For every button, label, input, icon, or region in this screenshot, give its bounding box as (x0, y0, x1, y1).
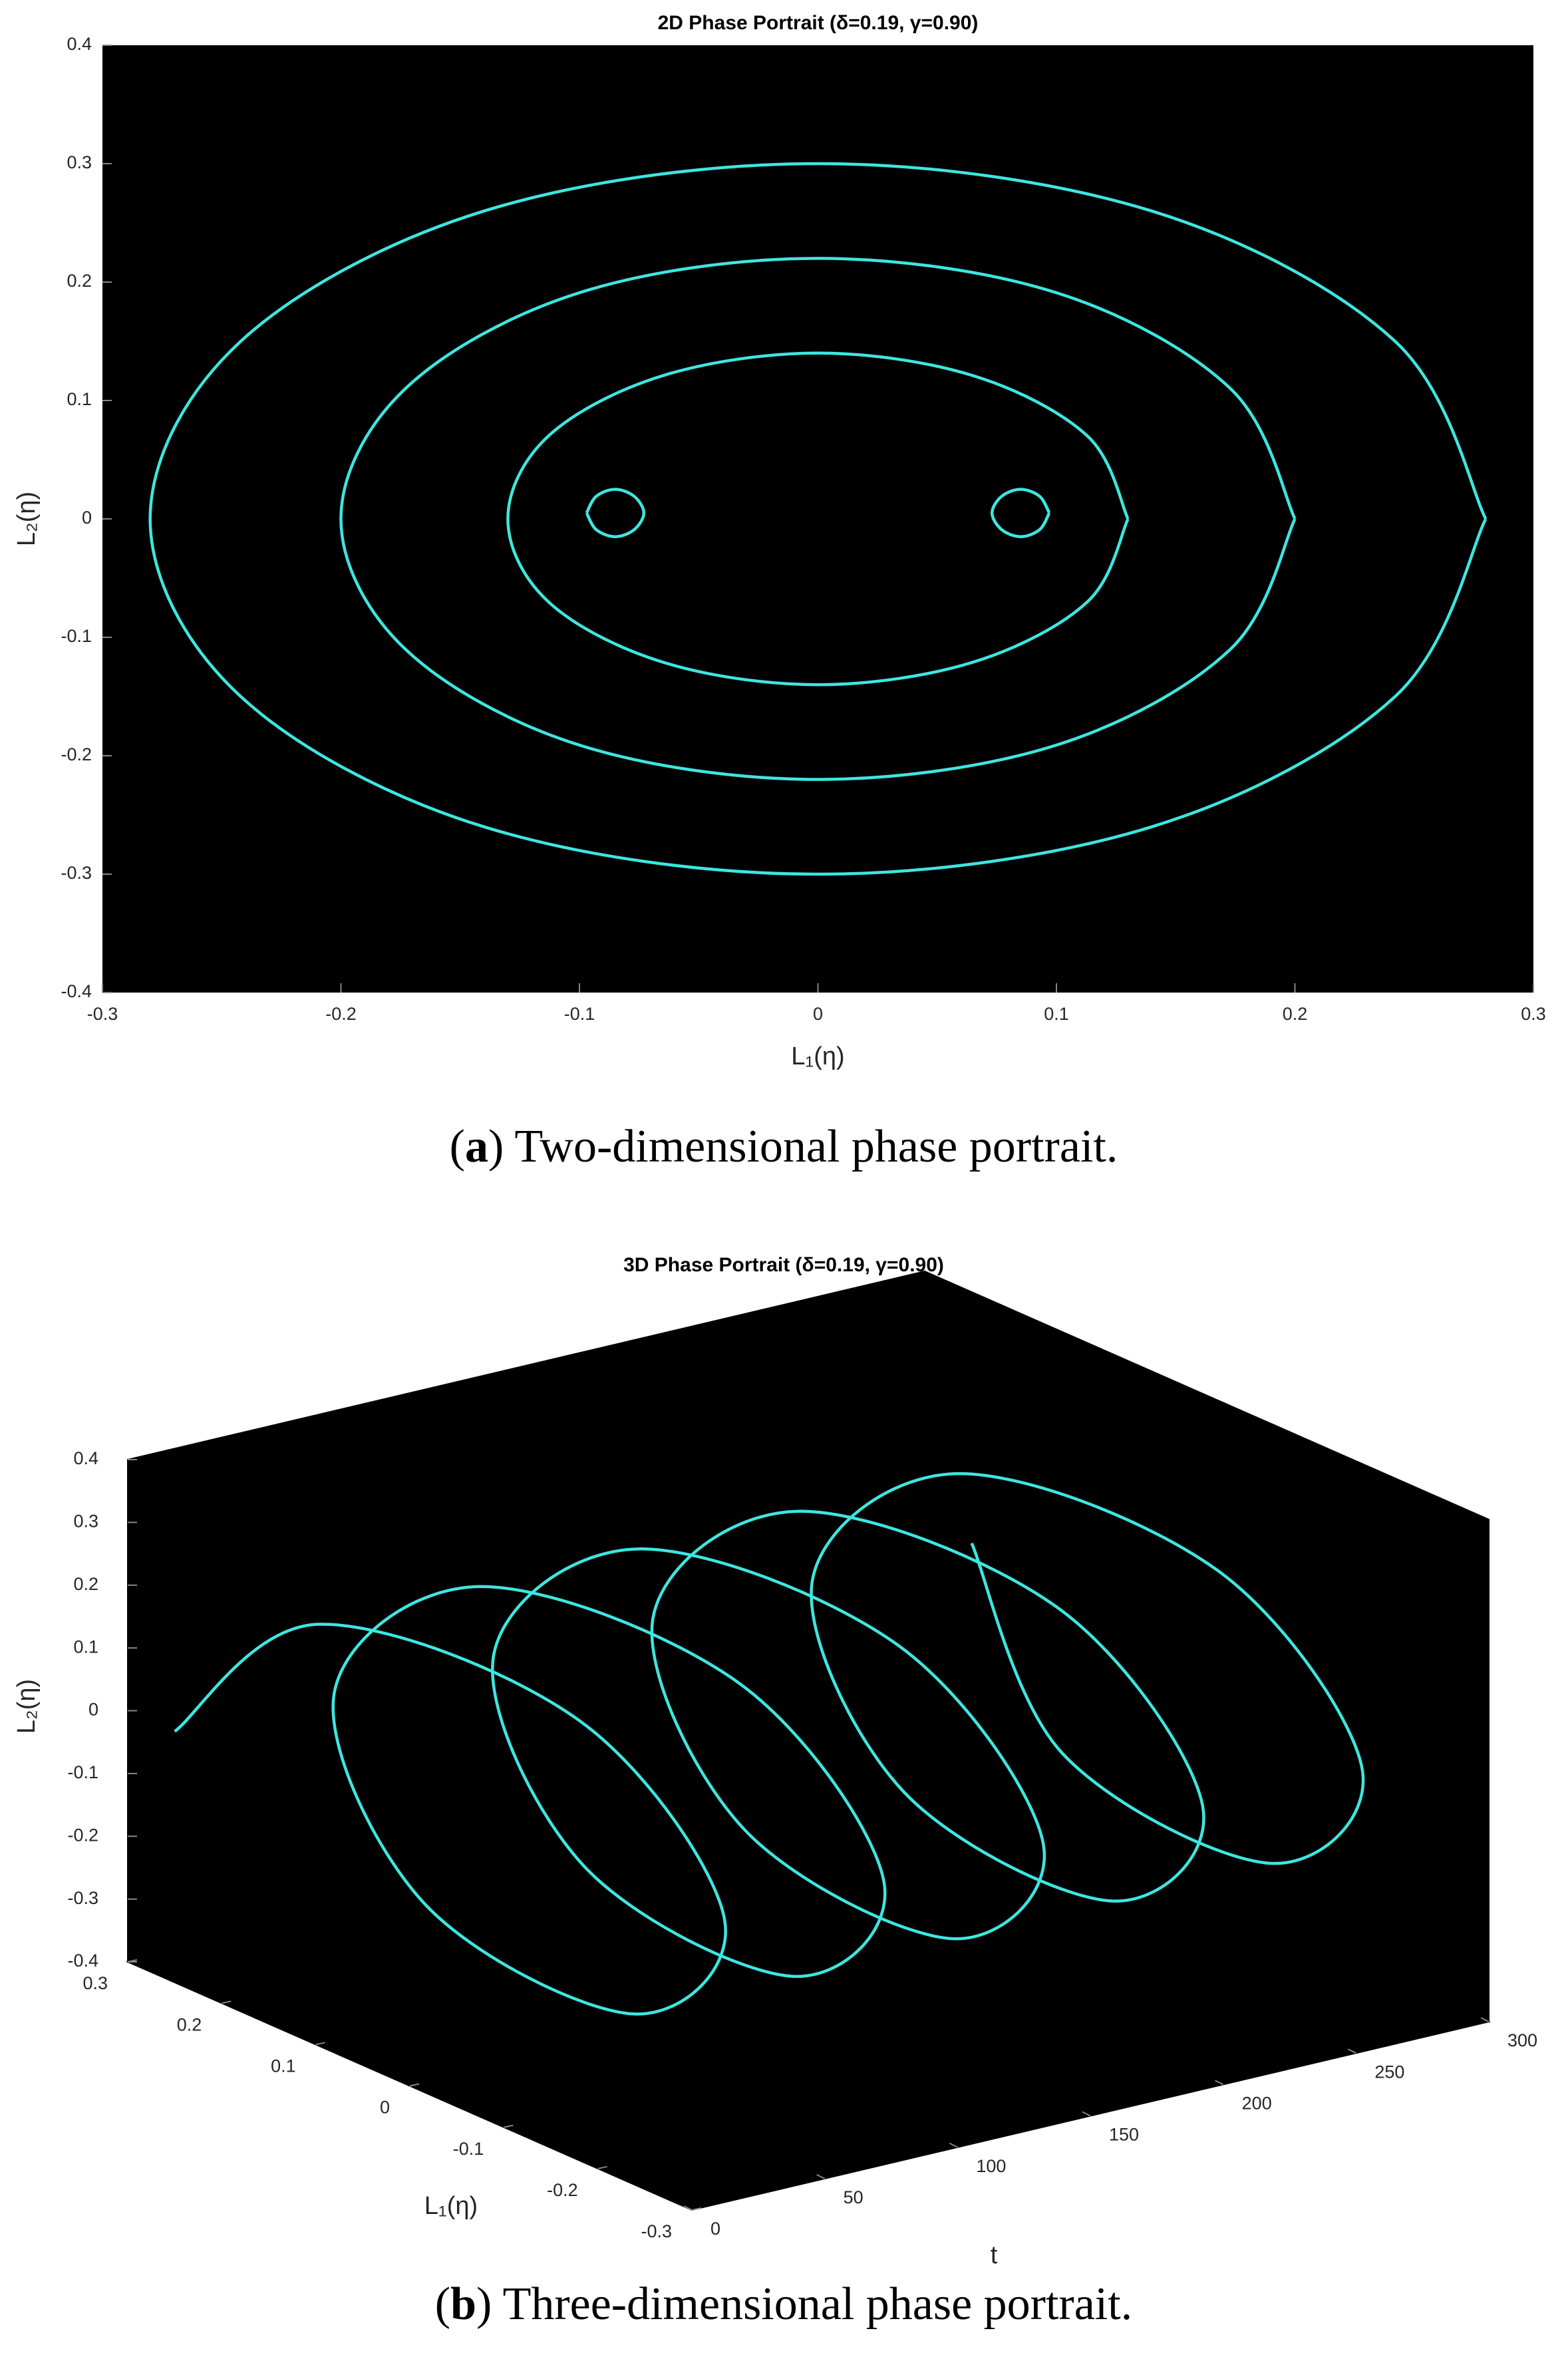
y-tick-label: 0 (82, 508, 92, 528)
chart-title: 2D Phase Portrait (δ=0.19, γ=0.90) (658, 12, 979, 34)
y-axis-label: L₂(η) (13, 1679, 41, 1734)
t-tick-label: 150 (1109, 2125, 1139, 2145)
t-tick-label: 50 (844, 2187, 863, 2207)
x-axis-label: L₁(η) (424, 2192, 478, 2220)
chart-title: 3D Phase Portrait (δ=0.19, γ=0.90) (623, 1254, 944, 1276)
t-tick-label: 250 (1374, 2062, 1404, 2082)
y-tick-label: -0.2 (67, 1825, 98, 1845)
x-tick (409, 2083, 420, 2087)
y-tick-label: 0.3 (67, 152, 92, 172)
t-axis-label: t (991, 2241, 998, 2269)
t-tick (1480, 2017, 1490, 2022)
y-tick-label: -0.4 (61, 981, 92, 1001)
trajectory (174, 1472, 1365, 2016)
x-axis-label: L₁(η) (791, 1042, 844, 1070)
x-tick-label: -0.3 (641, 2221, 672, 2241)
x-tick-label: 0.1 (1044, 1004, 1069, 1024)
t-tick-label: 0 (710, 2219, 720, 2239)
caption: (b) Three-dimensional phase portrait. (435, 2279, 1132, 2330)
x-tick-label: 0 (380, 2098, 390, 2118)
caption-part: ( (450, 1121, 465, 1172)
y-tick-label: -0.3 (61, 863, 92, 883)
caption-part: b (450, 2279, 476, 2330)
x-tick-label: 0 (813, 1004, 823, 1024)
y-tick-label: 0.2 (67, 271, 92, 291)
y-tick-label: -0.4 (67, 1951, 98, 1971)
caption: (a) Two-dimensional phase portrait. (450, 1121, 1118, 1172)
x-tick (127, 1959, 138, 1963)
x-tick-label: 0.2 (177, 2014, 202, 2034)
side-wall (924, 1270, 1490, 2023)
x-tick (597, 2165, 607, 2169)
y-tick-label: 0.1 (67, 389, 92, 409)
y-tick-label: -0.1 (67, 1762, 98, 1782)
caption-part: ) Three-dimensional phase portrait. (476, 2279, 1132, 2330)
plot-area (102, 45, 1533, 993)
x-tick-label: 0.2 (1283, 1004, 1308, 1024)
x-tick-label: 0.3 (82, 1973, 108, 1993)
y-tick-label: -0.3 (67, 1888, 98, 1908)
t-tick-label: 200 (1242, 2093, 1272, 2113)
y-tick-label: -0.2 (61, 744, 92, 764)
caption-part: ) Two-dimensional phase portrait. (488, 1121, 1118, 1172)
x-tick-label: -0.2 (547, 2180, 578, 2200)
x-tick-label: -0.1 (453, 2139, 484, 2159)
t-tick (816, 2173, 826, 2179)
x-tick (315, 2042, 325, 2046)
y-tick-label: 0.4 (73, 1448, 98, 1468)
caption-part: a (465, 1121, 488, 1172)
y-tick-label: 0.3 (73, 1511, 98, 1531)
y-tick-label: -0.1 (61, 626, 92, 646)
x-tick (222, 2000, 232, 2004)
y-axis-label: L₂(η) (13, 492, 41, 546)
x-tick-label: 0.1 (271, 2056, 296, 2076)
x-tick-label: 0.3 (1521, 1004, 1546, 1024)
t-tick (1082, 2111, 1091, 2117)
caption-part: ( (435, 2279, 450, 2330)
t-tick (1347, 2048, 1356, 2054)
x-tick (504, 2124, 514, 2128)
t-tick-label: 300 (1507, 2030, 1537, 2050)
x-tick-label: -0.1 (564, 1004, 595, 1024)
t-tick (949, 2142, 958, 2148)
y-tick-label: 0.2 (73, 1574, 98, 1594)
t-tick-label: 100 (976, 2156, 1006, 2176)
y-tick-label: 0.4 (67, 34, 92, 54)
y-tick-label: 0 (88, 1700, 98, 1720)
x-tick-label: -0.2 (325, 1004, 357, 1024)
trajectory (148, 162, 1488, 876)
x-tick (691, 2207, 702, 2211)
t-tick (1215, 2080, 1224, 2086)
x-tick-label: -0.3 (87, 1004, 118, 1024)
y-tick-label: 0.1 (73, 1637, 98, 1657)
t-tick (683, 2205, 693, 2211)
